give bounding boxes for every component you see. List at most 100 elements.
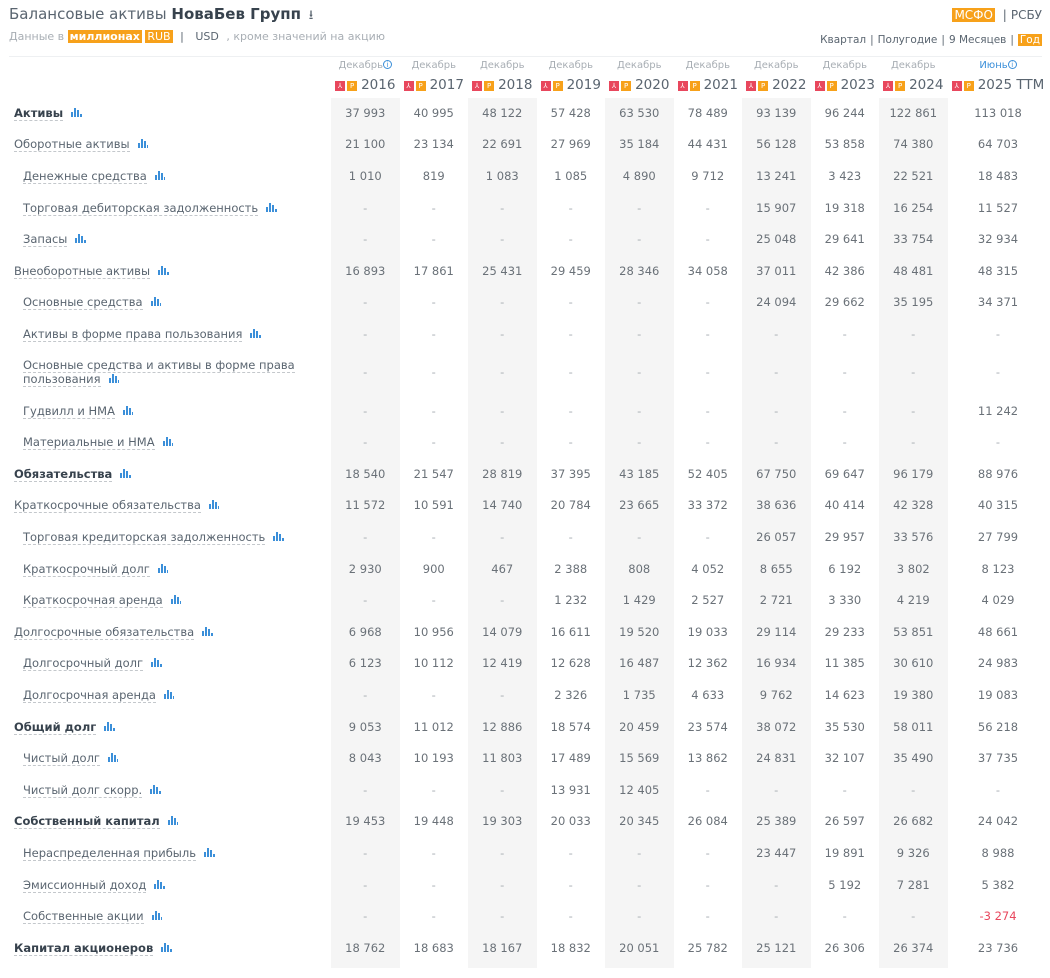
bar-chart-icon[interactable] — [120, 468, 131, 478]
bar-chart-icon[interactable] — [208, 500, 220, 510]
table-cell: 4 029 — [981, 593, 1015, 608]
report-icon[interactable]: P — [484, 81, 495, 91]
pdf-icon[interactable]: ⅄ — [951, 81, 962, 91]
report-icon[interactable]: P — [963, 81, 974, 91]
download-icon[interactable]: ⭳ — [308, 8, 314, 23]
bar-chart-icon[interactable] — [163, 689, 175, 699]
table-cell: - — [911, 403, 916, 418]
bar-chart-icon[interactable] — [157, 563, 169, 573]
row-label-text[interactable]: Основные средства — [23, 295, 143, 311]
bar-chart-icon[interactable] — [154, 170, 166, 180]
bar-chart-icon[interactable] — [154, 879, 165, 889]
table-cell: -3 274 — [979, 909, 1017, 924]
bar-chart-icon[interactable] — [266, 202, 277, 212]
bar-chart-icon[interactable] — [204, 847, 215, 857]
row-label-text[interactable]: Долгосрочный долг — [23, 656, 144, 672]
report-icon[interactable]: P — [826, 81, 837, 91]
report-icon[interactable]: P — [895, 81, 906, 91]
bar-chart-icon[interactable] — [250, 328, 261, 338]
info-icon[interactable]: i — [1007, 60, 1017, 69]
period-3[interactable]: Год — [1017, 34, 1042, 46]
report-icon[interactable]: P — [347, 81, 358, 91]
row-label-text[interactable]: Капитал акционеров — [14, 940, 154, 956]
row-label-text[interactable]: Активы в форме права пользования — [23, 326, 243, 342]
bar-chart-icon[interactable] — [167, 816, 179, 826]
pdf-icon[interactable]: ⅄ — [609, 81, 620, 91]
table-cell: 12 886 — [482, 719, 523, 734]
bar-chart-icon[interactable] — [137, 139, 149, 149]
row-label-text[interactable]: Чистый долг — [23, 751, 100, 767]
pdf-icon[interactable]: ⅄ — [883, 81, 894, 91]
table-cell: 23 447 — [756, 845, 797, 860]
row-label-text[interactable]: Активы — [14, 105, 64, 121]
bar-chart-icon[interactable] — [122, 405, 134, 415]
report-icon[interactable]: P — [758, 81, 769, 91]
bar-chart-icon[interactable] — [151, 911, 163, 921]
bar-chart-icon[interactable] — [161, 942, 172, 952]
pdf-icon[interactable]: ⅄ — [540, 81, 551, 91]
row-label-text[interactable]: Долгосрочная аренда — [23, 687, 156, 703]
row-label-text[interactable]: Внеоборотные активы — [14, 263, 151, 279]
period-0[interactable]: Квартал — [820, 34, 867, 46]
bar-chart-icon[interactable] — [150, 297, 162, 307]
table-cell: - — [637, 365, 642, 380]
row-label-text[interactable]: Краткосрочные обязательства — [14, 498, 201, 514]
row-label-text[interactable]: Чистый долг скорр. — [23, 782, 143, 798]
row-label-text[interactable]: Эмиссионный доход — [23, 877, 147, 893]
row-label-text[interactable]: Оборотные активы — [14, 137, 130, 153]
bar-chart-icon[interactable] — [107, 753, 119, 763]
row-label-text[interactable]: Основные средства и активы в форме права… — [23, 358, 295, 388]
bar-chart-icon[interactable] — [150, 784, 161, 794]
pdf-icon[interactable]: ⅄ — [335, 81, 346, 91]
table-cell: 13 931 — [550, 782, 591, 797]
table-cell: 42 328 — [893, 498, 934, 513]
pdf-icon[interactable]: ⅄ — [472, 81, 483, 91]
row-label-text[interactable]: Торговая кредиторская задолженность — [23, 529, 266, 545]
row-label-text[interactable]: Денежные средства — [23, 168, 147, 184]
row-label-text[interactable]: Краткосрочная аренда — [23, 593, 163, 609]
info-icon[interactable]: i — [383, 60, 393, 69]
row-label-text[interactable]: Собственный капитал — [14, 814, 160, 830]
period-1[interactable]: Полугодие — [877, 34, 938, 46]
row-label-text[interactable]: Материальные и НМА — [23, 435, 155, 451]
period-2[interactable]: 9 Месяцев — [948, 34, 1007, 46]
bar-chart-icon[interactable] — [158, 265, 169, 275]
report-icon[interactable]: P — [621, 81, 632, 91]
bar-chart-icon[interactable] — [273, 531, 284, 541]
standard-ras[interactable]: РСБУ — [1010, 8, 1042, 22]
row-label-text[interactable]: Нераспределенная прибыль — [23, 845, 196, 861]
currency-rub[interactable]: RUB — [145, 30, 173, 43]
bar-chart-icon[interactable] — [108, 374, 120, 384]
bar-chart-icon[interactable] — [104, 721, 115, 731]
row-label-text[interactable]: Обязательства — [14, 466, 113, 482]
row-label-text[interactable]: Торговая дебиторская задолженность — [23, 200, 259, 216]
row-label-text[interactable]: Запасы — [23, 232, 68, 248]
bar-chart-icon[interactable] — [75, 234, 86, 244]
standard-ifrs[interactable]: МСФО — [952, 8, 995, 22]
bar-chart-icon[interactable] — [170, 595, 182, 605]
unit-millions[interactable]: миллионах — [67, 30, 142, 43]
bar-chart-icon[interactable] — [162, 437, 174, 447]
currency-usd[interactable]: USD — [195, 30, 219, 43]
pdf-icon[interactable]: ⅄ — [677, 81, 688, 91]
row-label-text[interactable]: Общий долг — [14, 719, 97, 735]
column-shading — [468, 98, 537, 968]
bar-chart-icon[interactable] — [151, 658, 162, 668]
row-label-text[interactable]: Собственные акции — [23, 909, 144, 925]
report-icon[interactable]: P — [689, 81, 700, 91]
pdf-icon[interactable]: ⅄ — [814, 81, 825, 91]
bar-chart-icon[interactable] — [71, 107, 82, 117]
row-label-text[interactable]: Краткосрочный долг — [23, 561, 150, 577]
row-label-text[interactable]: Гудвилл и НМА — [23, 403, 115, 419]
pdf-icon[interactable]: ⅄ — [746, 81, 757, 91]
report-icon[interactable]: P — [415, 81, 426, 91]
pdf-icon[interactable]: ⅄ — [403, 81, 414, 91]
bar-chart-icon[interactable] — [202, 626, 213, 636]
report-icon[interactable]: P — [552, 81, 563, 91]
units-suffix: , кроме значений на акцию — [226, 30, 386, 43]
table-cell: 9 326 — [896, 845, 930, 860]
row-label-text[interactable]: Долгосрочные обязательства — [14, 624, 195, 640]
column-year: ⅄ P 2025 TTM — [951, 77, 1044, 93]
table-cell: 56 128 — [756, 137, 797, 152]
divider — [9, 56, 1042, 57]
